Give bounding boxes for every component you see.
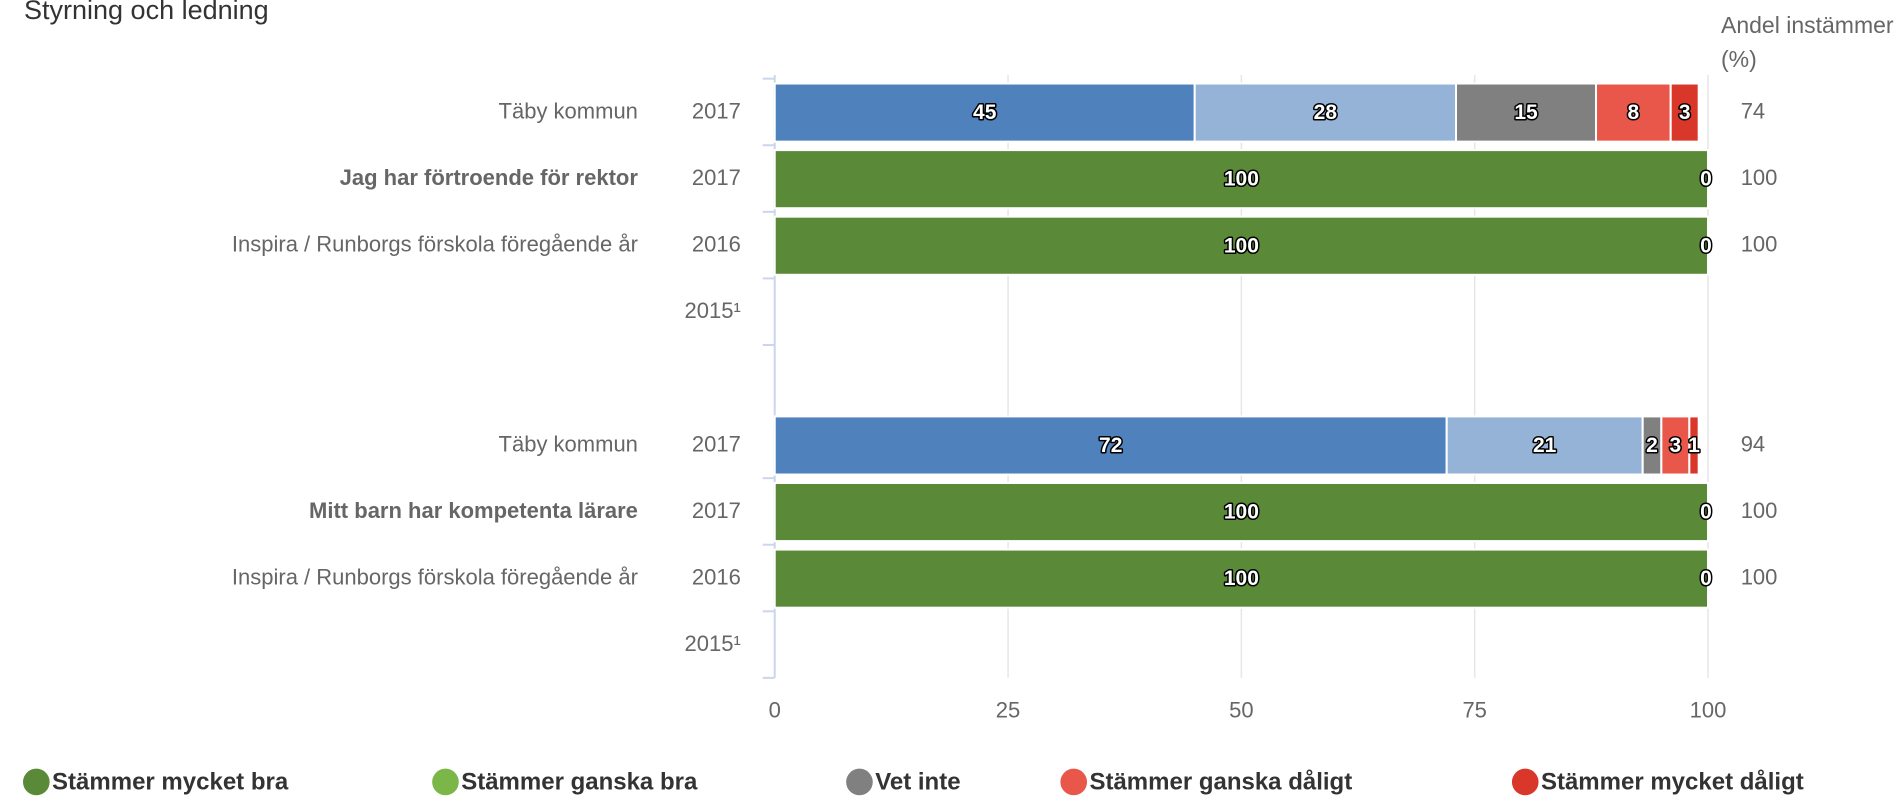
- bar-segment: [1669, 82, 1700, 143]
- bar-label: 72: [1099, 434, 1122, 457]
- bar-label: 100: [1224, 234, 1259, 257]
- row-label: Inspira / Runborgs förskola föregående å…: [232, 232, 638, 257]
- chart-title: Styrning och ledning: [24, 0, 269, 25]
- row-label: Mitt barn har kompetenta lärare: [309, 498, 638, 523]
- bar-segment: [773, 82, 1196, 143]
- row-label: Jag har förtroende för rektor: [340, 165, 639, 190]
- share-value: 94: [1741, 431, 1765, 456]
- row-label: Inspira / Runborgs förskola föregående å…: [232, 564, 638, 589]
- bar-segment: [1455, 82, 1598, 143]
- bar-label: 21: [1533, 434, 1557, 457]
- bar-label: 0: [1700, 168, 1712, 191]
- bar-label: 3: [1670, 434, 1682, 457]
- legend-label: Vet inte: [875, 768, 960, 795]
- bar-segment: [1688, 415, 1700, 476]
- bar-label: 100: [1224, 501, 1259, 524]
- bar-label: 3: [1679, 101, 1691, 124]
- bar-segment: [773, 481, 1710, 543]
- share-value: 100: [1741, 232, 1778, 257]
- share-header: Andel instämmer (%): [1721, 12, 1894, 72]
- row-label: Täby kommun: [499, 98, 638, 123]
- x-tick-label: 50: [1229, 698, 1253, 723]
- legend-marker: [432, 768, 459, 796]
- legend-label: Stämmer mycket bra: [52, 768, 289, 795]
- legend-label: Stämmer ganska bra: [461, 768, 698, 795]
- year-label: 2016: [692, 564, 741, 589]
- year-label: 2015¹: [685, 298, 741, 323]
- year-label: 2016: [692, 232, 741, 257]
- bar-label: 0: [1700, 501, 1712, 524]
- legend-marker: [846, 768, 873, 796]
- legend-marker: [1511, 768, 1539, 796]
- bar-segment: [773, 548, 1710, 609]
- bar-label: 15: [1514, 101, 1538, 124]
- x-tick-label: 0: [769, 698, 781, 723]
- x-tick-label: 25: [996, 698, 1020, 723]
- x-tick-label: 100: [1690, 698, 1727, 723]
- year-label: 2017: [692, 498, 741, 523]
- bar-label: 0: [1700, 234, 1712, 257]
- bar-label: 0: [1700, 567, 1712, 590]
- legend-marker: [22, 768, 50, 796]
- bar-segment: [773, 215, 1710, 276]
- row-label: Täby kommun: [499, 431, 638, 456]
- bar-label: 1: [1688, 434, 1700, 457]
- share-value: 100: [1741, 498, 1778, 523]
- bar-segment: [773, 415, 1448, 476]
- year-label: 2017: [692, 431, 741, 456]
- share-value: 74: [1741, 98, 1765, 123]
- legend-marker: [1060, 768, 1088, 796]
- bar-label: 8: [1628, 101, 1640, 124]
- bar-label: 2: [1646, 434, 1658, 457]
- year-label: 2015¹: [685, 631, 741, 656]
- bar-label: 28: [1314, 101, 1338, 124]
- bar-label: 45: [973, 101, 997, 124]
- legend-label: Stämmer ganska dåligt: [1089, 768, 1352, 795]
- bar-label: 100: [1224, 567, 1259, 590]
- share-value: 100: [1741, 564, 1778, 589]
- bar-label: 100: [1224, 168, 1259, 191]
- share-value: 100: [1741, 165, 1778, 190]
- year-label: 2017: [692, 165, 741, 190]
- legend-label: Stämmer mycket dåligt: [1541, 768, 1804, 795]
- bar-segment: [1193, 82, 1458, 143]
- year-label: 2017: [692, 98, 741, 123]
- bar-segment: [773, 149, 1710, 210]
- x-tick-label: 75: [1462, 698, 1486, 723]
